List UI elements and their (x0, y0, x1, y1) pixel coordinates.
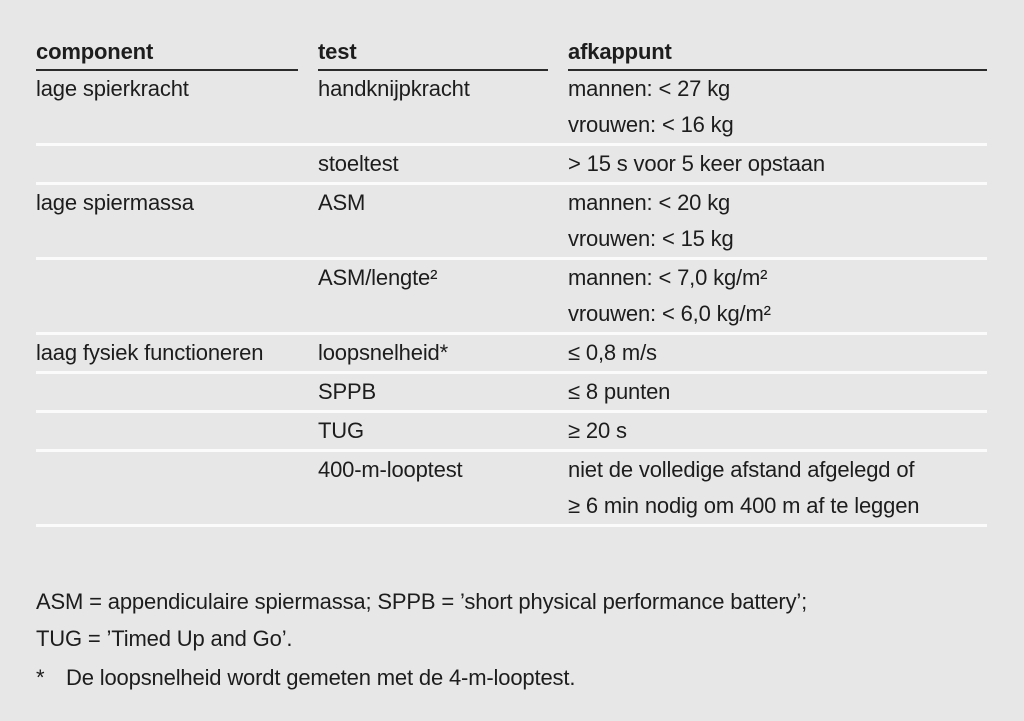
cell-test: ASM (318, 182, 568, 259)
cell-test: stoeltest (318, 143, 568, 184)
column-header-component: component (36, 40, 318, 71)
cell-test: SPPB (318, 371, 568, 412)
column-header-label: component (36, 40, 298, 71)
cell-cutoff: ≤ 8 punten (568, 371, 987, 412)
column-header-test: test (318, 40, 568, 71)
cutoff-line: mannen: < 27 kg (568, 76, 731, 101)
column-header-afkappunt: afkappunt (568, 40, 987, 71)
footnotes: ASM = appendiculaire spiermassa; SPPB = … (36, 583, 987, 696)
table-row: 400-m-looptest niet de volledige afstand… (36, 449, 987, 527)
asterisk-footnote: * De loopsnelheid wordt gemeten met de 4-… (36, 659, 987, 696)
table-row: ASM/lengte² mannen: < 7,0 kg/m² vrouwen:… (36, 257, 987, 334)
abbreviations-note-line-1: ASM = appendiculaire spiermassa; SPPB = … (36, 589, 808, 614)
cutoff-line: niet de volledige afstand afgelegd of (568, 457, 915, 482)
column-header-label: afkappunt (568, 40, 987, 71)
cell-test: handknijpkracht (318, 76, 470, 101)
cutoff-line: mannen: < 7,0 kg/m² (568, 265, 768, 290)
asterisk-symbol: * (36, 665, 45, 690)
cell-component: lage spiermassa (36, 182, 318, 259)
cell-cutoff: niet de volledige afstand afgelegd of ≥ … (568, 449, 987, 527)
cutoff-line: vrouwen: < 6,0 kg/m² (568, 301, 771, 326)
cell-component: lage spierkracht (36, 76, 189, 101)
cutoff-line: mannen: < 20 kg (568, 190, 731, 215)
table-row: TUG ≥ 20 s (36, 410, 987, 451)
table-figure: component test afkappunt lage spierkrach… (36, 40, 987, 696)
table-row: SPPB ≤ 8 punten (36, 371, 987, 412)
cutoff-line: vrouwen: < 16 kg (568, 112, 734, 137)
cutoff-line: vrouwen: < 15 kg (568, 226, 734, 251)
cell-component (36, 371, 318, 412)
cell-test: ASM/lengte² (318, 257, 568, 334)
abbreviations-note-line-2: TUG = ’Timed Up and Go’. (36, 626, 293, 651)
cell-cutoff: ≤ 0,8 m/s (568, 332, 987, 373)
column-header-label: test (318, 40, 548, 71)
cell-component (36, 143, 318, 184)
cell-cutoff: mannen: < 27 kg vrouwen: < 16 kg (568, 71, 987, 145)
cutoff-line: > 15 s voor 5 keer opstaan (568, 151, 825, 176)
cell-component (36, 449, 318, 527)
table-row: laag fysiek functioneren loopsnelheid* ≤… (36, 332, 987, 373)
cell-component: laag fysiek functioneren (36, 332, 318, 373)
cutoff-line: ≤ 8 punten (568, 379, 671, 404)
table-row: lage spiermassa ASM mannen: < 20 kg vrou… (36, 182, 987, 259)
sarcopenia-criteria-table: component test afkappunt lage spierkrach… (36, 40, 987, 527)
cell-test: TUG (318, 410, 568, 451)
cutoff-line: ≤ 0,8 m/s (568, 340, 657, 365)
cell-test: loopsnelheid* (318, 332, 568, 373)
cell-cutoff: mannen: < 20 kg vrouwen: < 15 kg (568, 182, 987, 259)
cell-component (36, 410, 318, 451)
table-row: stoeltest > 15 s voor 5 keer opstaan (36, 143, 987, 184)
cell-cutoff: > 15 s voor 5 keer opstaan (568, 143, 987, 184)
cell-test: 400-m-looptest (318, 449, 568, 527)
cell-cutoff: ≥ 20 s (568, 410, 987, 451)
cell-cutoff: mannen: < 7,0 kg/m² vrouwen: < 6,0 kg/m² (568, 257, 987, 334)
table-row: lage spierkracht handknijpkracht mannen:… (36, 71, 987, 145)
cell-component (36, 257, 318, 334)
asterisk-footnote-text: De loopsnelheid wordt gemeten met de 4-m… (66, 665, 576, 690)
header-row: component test afkappunt (36, 40, 987, 71)
cutoff-line: ≥ 6 min nodig om 400 m af te leggen (568, 493, 920, 518)
cutoff-line: ≥ 20 s (568, 418, 627, 443)
